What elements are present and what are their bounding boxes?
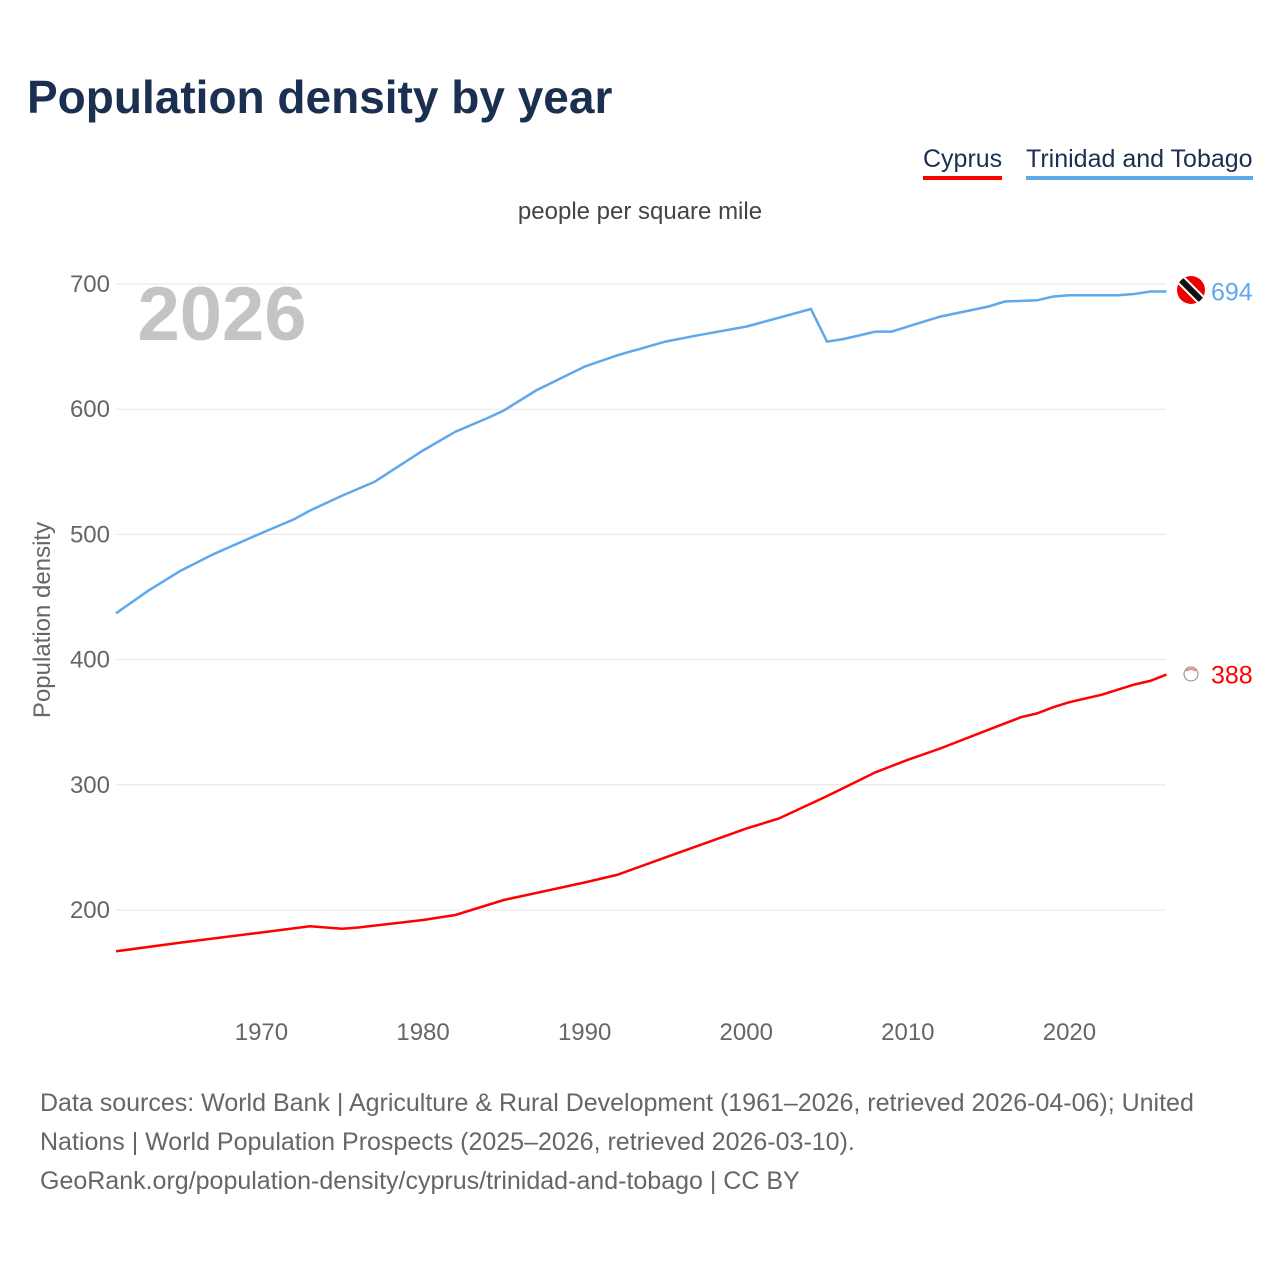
x-tick-label: 1980 xyxy=(396,1019,449,1046)
flag-trinidad-and-tobago-icon xyxy=(1177,276,1205,304)
y-tick-label: 500 xyxy=(70,521,110,548)
flag-cyprus-icon xyxy=(1183,666,1199,682)
end-value-label: 388 xyxy=(1211,662,1253,690)
y-tick-label: 700 xyxy=(70,271,110,298)
legend-item-trinidad-and-tobago[interactable]: Trinidad and Tobago xyxy=(1026,145,1253,180)
series-line-trinidad-and-tobago[interactable] xyxy=(115,290,1167,615)
chart-footer: Data sources: World Bank | Agriculture &… xyxy=(40,1084,1250,1201)
y-tick-label: 200 xyxy=(70,897,110,924)
line-chart: 200 300 400 500 600 700 1970 1980 1990 2000 2010 20… xyxy=(29,271,1253,1046)
chart-title: Population density by year xyxy=(27,71,613,123)
data-sources: Data sources: World Bank | Agriculture &… xyxy=(40,1089,1194,1156)
end-value-label: 694 xyxy=(1211,279,1253,307)
y-tick-label: 300 xyxy=(70,772,110,799)
x-tick-label: 1990 xyxy=(558,1019,611,1046)
x-tick-label: 2010 xyxy=(881,1019,934,1046)
x-tick-label: 2000 xyxy=(720,1019,773,1046)
y-axis-label: Population density xyxy=(29,522,56,718)
x-tick-label: 2020 xyxy=(1043,1019,1096,1046)
series-line-cyprus[interactable] xyxy=(115,673,1167,953)
legend-item-cyprus[interactable]: Cyprus xyxy=(923,145,1003,180)
chart-subtitle: people per square mile xyxy=(517,198,763,225)
year-watermark: 2026 xyxy=(137,272,306,357)
x-tick-label: 1970 xyxy=(235,1019,288,1046)
y-tick-label: 600 xyxy=(70,396,110,423)
source-link[interactable]: GeoRank.org/population-density/cyprus/tr… xyxy=(40,1167,800,1195)
y-tick-label: 400 xyxy=(70,647,110,674)
